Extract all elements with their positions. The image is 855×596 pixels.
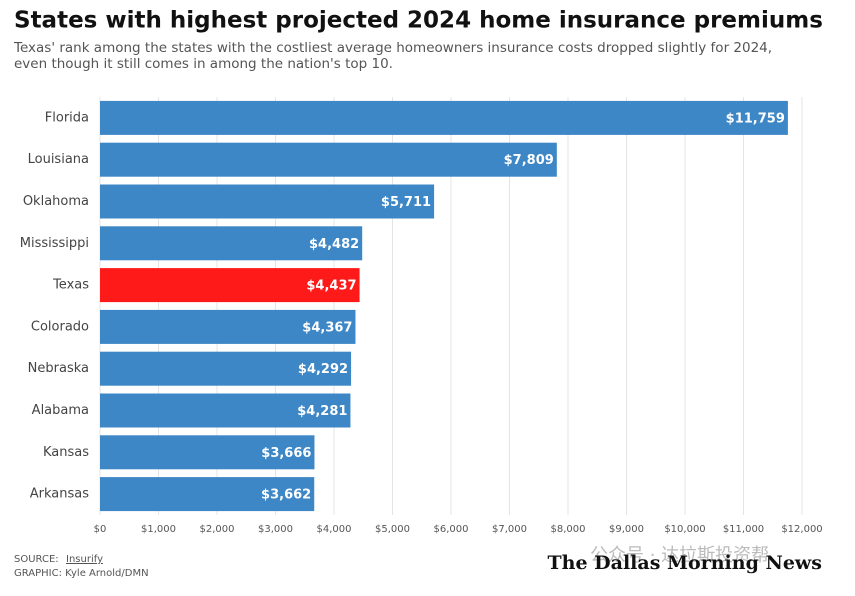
value-label: $3,666	[261, 446, 311, 461]
value-label: $4,367	[302, 320, 352, 335]
y-tick-label: Louisiana	[28, 152, 89, 167]
chart-subtitle: Texas' rank among the states with the co…	[14, 40, 773, 72]
chart-title: States with highest projected 2024 home …	[14, 8, 823, 34]
x-tick-label: $3,000	[258, 524, 293, 535]
x-tick-label: $0	[94, 524, 107, 535]
bar	[100, 435, 315, 470]
x-tick-label: $1,000	[141, 524, 176, 535]
y-tick-label: Alabama	[32, 403, 89, 418]
x-tick-label: $9,000	[609, 524, 644, 535]
plot: $0 $1,000 $2,000 $3,000 $4,000 $5,000 $6,000 $7…	[20, 97, 823, 535]
x-tick-label: $7,000	[492, 524, 527, 535]
bar	[100, 268, 360, 303]
value-label: $7,809	[504, 153, 554, 168]
credit: GRAPHIC: Kyle Arnold/DMN	[14, 568, 149, 579]
watermark: 公众号 · 达拉斯投资帮	[590, 545, 769, 566]
y-tick-label: Mississippi	[20, 236, 89, 251]
value-label: $4,482	[309, 237, 359, 252]
source-label: SOURCE:	[14, 554, 59, 565]
y-tick-label: Nebraska	[28, 361, 89, 376]
value-label: $5,711	[381, 195, 431, 210]
bar	[100, 477, 315, 512]
bar	[100, 142, 557, 177]
x-tick-label: $10,000	[664, 524, 705, 535]
value-label: $4,292	[298, 362, 348, 377]
value-label: $4,281	[297, 404, 347, 419]
bar	[100, 351, 352, 386]
y-tick-label: Florida	[45, 110, 89, 125]
x-tick-label: $8,000	[551, 524, 586, 535]
bar	[100, 309, 356, 344]
bar	[100, 226, 363, 261]
bar	[100, 393, 351, 428]
subtitle-box: Texas' rank among the states with the co…	[14, 40, 773, 72]
value-label: $3,662	[261, 488, 311, 503]
y-tick-label: Arkansas	[30, 487, 89, 502]
x-tick-label: $6,000	[434, 524, 469, 535]
x-tick-label: $12,000	[781, 524, 822, 535]
bar	[100, 100, 788, 135]
value-label: $4,437	[306, 279, 356, 294]
x-tick-label: $5,000	[375, 524, 410, 535]
value-label: $11,759	[726, 111, 785, 126]
x-tick-label: $11,000	[723, 524, 764, 535]
y-tick-label: Oklahoma	[23, 194, 89, 209]
y-tick-label: Texas	[52, 278, 89, 293]
x-tick-label: $2,000	[200, 524, 235, 535]
logo: The Dallas Morning News	[548, 552, 822, 574]
x-tick-label: $4,000	[317, 524, 352, 535]
source-name[interactable]: Insurify	[66, 554, 103, 565]
bar	[100, 184, 435, 219]
y-tick-label: Colorado	[31, 319, 89, 334]
y-tick-label: Kansas	[43, 445, 89, 460]
